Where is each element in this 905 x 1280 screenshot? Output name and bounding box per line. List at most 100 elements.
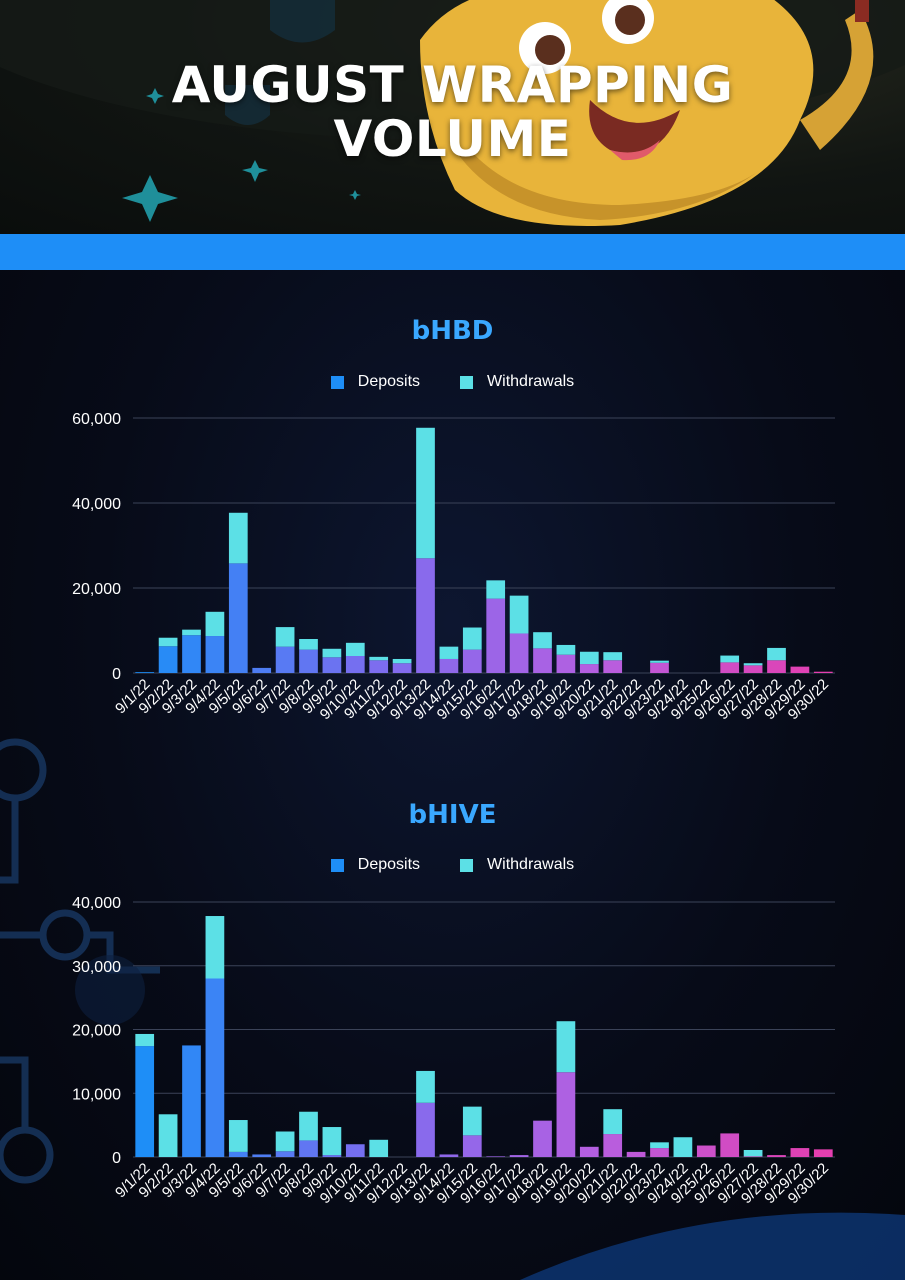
page-title: AUGUST WRAPPING VOLUME: [0, 58, 905, 166]
title-line-2: VOLUME: [333, 110, 572, 168]
bhive-deposit-bar: [696, 1145, 716, 1157]
bhbd-y-tick-label: 20,000: [72, 581, 121, 598]
bhive-withdrawal-bar: [228, 1120, 248, 1152]
bhive-withdrawal-bar: [158, 1114, 178, 1157]
bhive-y-tick-label: 20,000: [72, 1023, 121, 1040]
bhive-deposit-bar: [299, 1140, 318, 1157]
bhive-deposit-bar: [650, 1148, 669, 1157]
bhive-withdrawal-bar: [322, 1127, 342, 1156]
bhbd-deposit-bar: [299, 649, 318, 673]
bhive-withdrawal-bar: [743, 1149, 763, 1157]
bhbd-legend-deposits-label: Deposits: [357, 373, 421, 390]
bhive-withdrawal-bar: [650, 1142, 669, 1149]
bhbd-deposit-bar: [439, 658, 459, 673]
bhive-chart-title: bHIVE: [408, 800, 497, 830]
bhbd-deposit-bar: [603, 660, 623, 673]
bhive-deposit-bar: [720, 1133, 740, 1157]
bhbd-y-tick-label: 40,000: [72, 496, 121, 513]
bhbd-deposit-bar: [369, 660, 389, 673]
bhive-legend-withdrawals: Withdrawals: [460, 856, 574, 874]
bhbd-withdrawal-bar: [767, 647, 786, 661]
header-banner: AUGUST WRAPPING VOLUME: [0, 0, 905, 234]
bhive-withdrawal-bar: [299, 1111, 318, 1141]
bhive-deposit-bar: [509, 1155, 529, 1157]
bhbd-deposit-bar: [486, 598, 506, 673]
bhive-deposit-bar: [626, 1151, 646, 1157]
bhive-deposit-bar: [322, 1155, 342, 1157]
bhbd-deposit-bar: [462, 649, 482, 673]
bhive-deposit-bar: [767, 1155, 786, 1157]
bhbd-deposit-bar: [252, 667, 272, 673]
bhbd-withdrawal-bar: [205, 611, 225, 637]
bhbd-legend-withdrawals-label: Withdrawals: [487, 373, 575, 390]
bhive-withdrawal-bar: [673, 1137, 693, 1157]
bhbd-withdrawal-bar: [533, 632, 552, 649]
deposits-swatch: [330, 858, 344, 872]
chart-panel-background: [0, 270, 905, 1280]
bhive-deposit-bar: [439, 1154, 459, 1157]
bhbd-withdrawal-bar: [462, 627, 482, 650]
bhbd-withdrawal-bar: [486, 580, 506, 599]
bhbd-withdrawal-bar: [275, 627, 295, 647]
bhive-deposit-bar: [743, 1156, 763, 1157]
bhive-y-tick-label: 40,000: [72, 895, 121, 912]
bhive-deposit-bar: [579, 1146, 599, 1157]
bhive-withdrawal-bar: [205, 916, 225, 979]
bhive-deposit-bar: [533, 1120, 552, 1157]
bhbd-chart-title: bHBD: [411, 316, 494, 346]
bhbd-withdrawal-bar: [416, 427, 435, 559]
bhbd-deposit-bar: [556, 654, 576, 673]
bhbd-deposit-bar: [182, 635, 201, 673]
bhbd-legend: Deposits Withdrawals: [0, 373, 905, 391]
bhive-bar-chart: 010,00020,00030,00040,0009/1/229/2/229/3…: [72, 895, 835, 1207]
bhive-deposit-bar: [556, 1072, 576, 1157]
bhive-legend-deposits-label: Deposits: [357, 856, 421, 873]
bhbd-withdrawal-bar: [579, 651, 599, 665]
bhbd-deposit-bar: [135, 672, 155, 673]
bhbd-deposit-bar: [533, 648, 552, 673]
bhbd-withdrawal-bar: [182, 629, 201, 636]
bhive-deposit-bar: [345, 1144, 365, 1157]
circuit-decoration: [0, 738, 905, 1280]
bhbd-withdrawal-bar: [509, 595, 529, 634]
bhive-legend: Deposits Withdrawals: [0, 856, 905, 874]
bhbd-deposit-bar: [392, 663, 412, 673]
bhbd-y-tick-label: 60,000: [72, 411, 121, 428]
bhive-y-tick-label: 30,000: [72, 959, 121, 976]
bhbd-withdrawal-bar: [369, 656, 389, 661]
bhive-withdrawal-bar: [603, 1109, 623, 1135]
bhbd-deposit-bar: [158, 646, 178, 673]
bhbd-deposit-bar: [509, 633, 529, 673]
bhbd-withdrawal-bar: [650, 660, 669, 663]
accent-bar: [0, 234, 905, 270]
bhbd-deposit-bar: [813, 671, 833, 673]
bhbd-withdrawal-bar: [720, 655, 740, 663]
bhbd-deposit-bar: [345, 656, 365, 673]
bhive-legend-withdrawals-label: Withdrawals: [487, 856, 575, 873]
bhive-withdrawal-bar: [275, 1131, 295, 1152]
bhive-deposit-bar: [462, 1135, 482, 1157]
bhbd-withdrawal-bar: [228, 512, 248, 564]
bhive-withdrawal-bar: [369, 1139, 389, 1157]
bhive-legend-deposits: Deposits: [330, 856, 421, 874]
bhbd-withdrawal-bar: [743, 663, 763, 666]
bhive-deposit-bar: [416, 1102, 435, 1157]
bhbd-withdrawal-bar: [322, 648, 342, 658]
bhbd-deposit-bar: [720, 662, 740, 673]
bhbd-y-tick-label: 0: [112, 666, 121, 683]
bhbd-deposit-bar: [205, 636, 225, 673]
bhive-deposit-bar: [205, 978, 225, 1157]
bhive-deposit-bar: [228, 1151, 248, 1157]
bhive-deposit-bar: [603, 1134, 623, 1157]
bhive-withdrawal-bar: [416, 1070, 435, 1103]
bhive-deposit-bar: [275, 1151, 295, 1157]
bhive-y-tick-label: 0: [112, 1150, 121, 1167]
bhive-deposit-bar: [252, 1154, 272, 1157]
bhbd-withdrawal-bar: [158, 637, 178, 647]
bhive-deposit-bar: [790, 1148, 810, 1157]
withdrawals-swatch: [460, 858, 474, 872]
bhbd-deposit-bar: [743, 665, 763, 673]
bhive-deposit-bar: [486, 1156, 506, 1157]
bhbd-bar-chart: 020,00040,00060,0009/1/229/2/229/3/229/4…: [72, 411, 835, 723]
bhive-withdrawal-bar: [135, 1033, 155, 1047]
